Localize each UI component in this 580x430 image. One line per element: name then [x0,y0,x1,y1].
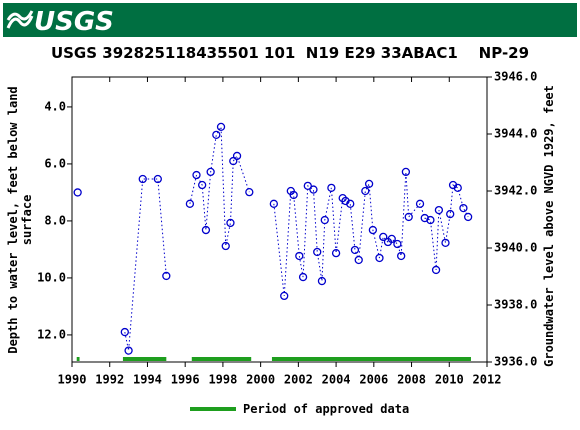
x-tick-label: 2002 [284,373,313,387]
data-point [431,265,441,275]
y2-tick-label: 3938.0 [494,298,537,312]
data-point [327,183,336,193]
data-point [459,203,468,213]
data-point [198,180,207,190]
x-tick-label: 1990 [58,373,87,387]
y2-tick-label: 3936.0 [494,355,537,369]
data-point [404,212,413,222]
data-point [426,215,435,225]
data-point [434,205,444,215]
data-point [289,190,298,200]
x-tick-label: 1994 [133,373,162,387]
data-point [185,199,195,208]
x-tick-label: 2006 [359,373,388,387]
data-point [221,241,230,251]
logo-waves [6,10,34,29]
y-axis-label: Depth to water level, feet below land [6,86,20,353]
header-bar [3,3,577,37]
data-point [364,179,374,189]
x-tick-label: 2010 [435,373,464,387]
data-point [446,209,455,219]
data-point [331,248,341,258]
data-point [401,167,411,177]
data-point [361,186,370,196]
y2-axis-label: Groundwater level above NGVD 1929, feet [542,85,556,367]
y-tick-label: 10.0 [37,270,66,284]
data-point [303,181,312,191]
x-tick-label: 2004 [322,373,351,387]
data-point [350,245,360,255]
data-point [73,188,82,197]
data-point [162,271,171,281]
data-line [189,125,250,247]
data-point [441,238,450,248]
data-point [245,187,254,197]
data-point [397,251,406,261]
data-point [309,185,318,194]
data-point [138,174,147,184]
usgs-logo: USGS [6,7,114,37]
data-point [415,199,425,208]
y-tick-label: 6.0 [44,156,66,170]
data-point [201,225,211,235]
x-tick-label: 1996 [171,373,200,387]
data-point [420,213,429,223]
data-line [124,178,167,351]
x-tick-label: 1992 [95,373,124,387]
data-point [232,151,242,161]
y-tick-label: 12.0 [37,327,66,341]
data-point [280,291,289,301]
data-point [375,253,384,263]
y-tick-label: 4.0 [44,99,66,113]
y-axis-label: surface [20,195,34,246]
data-point [393,239,402,249]
y2-tick-label: 3946.0 [494,70,537,84]
data-point [317,276,327,286]
data-point [212,130,221,140]
data-point [453,183,462,193]
data-point [346,199,355,208]
data-point [269,199,278,208]
y2-tick-label: 3940.0 [494,241,537,255]
y2-tick-label: 3944.0 [494,127,537,141]
data-point [354,255,363,265]
data-point [295,251,304,261]
data-point [153,174,162,184]
data-point [206,167,215,177]
data-point [120,327,129,337]
data-point [298,272,308,282]
x-tick-label: 1998 [208,373,237,387]
legend-label: Period of approved data [243,402,409,416]
data-point [379,232,388,242]
data-point [124,346,133,355]
data-point [216,122,226,132]
data-point [387,234,396,244]
x-tick-label: 2000 [246,373,275,387]
plot-frame [71,76,488,363]
data-point [463,212,473,222]
data-point [226,218,235,228]
x-tick-label: 2008 [397,373,426,387]
logo-text: USGS [34,7,114,37]
y2-tick-label: 3942.0 [494,184,537,198]
data-point [320,215,329,225]
data-point [368,225,378,235]
y-tick-label: 8.0 [44,213,66,227]
chart-title: USGS 392825118435501 101 N19 E29 33ABAC1… [51,44,529,62]
data-point [313,247,322,257]
data-point [192,170,201,180]
data-line [273,171,469,296]
x-tick-label: 2012 [473,373,502,387]
